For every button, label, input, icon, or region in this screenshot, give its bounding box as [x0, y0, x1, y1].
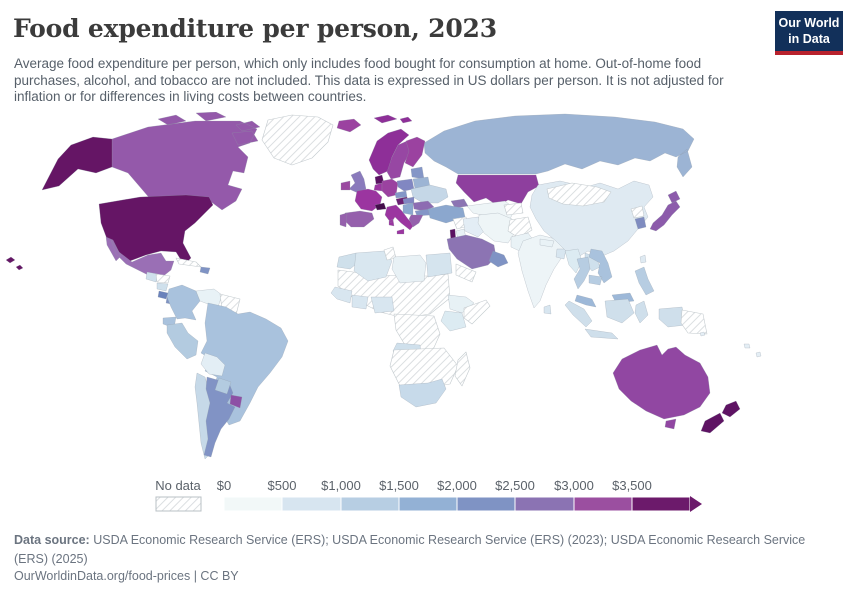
country-colombia[interactable]: [166, 284, 201, 321]
country-indonesia[interactable]: [564, 298, 687, 340]
country-iran[interactable]: [477, 212, 517, 244]
country-bangladesh[interactable]: [555, 248, 567, 260]
data-source-label: Data source:: [14, 533, 90, 547]
legend-tick-4: $2,000: [437, 478, 477, 493]
country-philippines[interactable]: [634, 266, 655, 296]
country-uae-oman[interactable]: [488, 250, 509, 268]
country-kazakhstan[interactable]: [455, 174, 540, 207]
country-caucasus[interactable]: [450, 198, 469, 209]
country-baltics[interactable]: [410, 166, 425, 180]
owid-logo[interactable]: Our World in Data: [775, 11, 843, 56]
legend-tick-6: $3,000: [554, 478, 594, 493]
legend-tick-5: $2,500: [495, 478, 535, 493]
country-dominican-republic[interactable]: [199, 266, 211, 275]
region-southern-africa-no-data[interactable]: [389, 347, 459, 389]
country-cambodia[interactable]: [588, 274, 603, 286]
country-russia[interactable]: [423, 113, 695, 178]
legend-arrow: [690, 496, 702, 512]
region-west-africa[interactable]: [330, 286, 369, 310]
country-greenland[interactable]: [261, 114, 334, 166]
country-spain[interactable]: [344, 210, 375, 228]
country-balkans[interactable]: [402, 202, 414, 216]
country-paraguay[interactable]: [214, 377, 232, 395]
legend-tick-1: $500: [268, 478, 297, 493]
country-taiwan[interactable]: [639, 254, 647, 264]
country-czechia[interactable]: [394, 190, 408, 199]
country-north-korea[interactable]: [630, 205, 645, 219]
owid-logo-line2: in Data: [788, 31, 830, 46]
country-somalia[interactable]: [463, 299, 491, 325]
legend-segment-4[interactable]: [456, 496, 516, 512]
country-benelux[interactable]: [373, 182, 383, 192]
country-kyrgyzstan-tajikistan[interactable]: [503, 202, 524, 216]
legend-tick-0: $0: [217, 478, 231, 493]
country-finland[interactable]: [404, 136, 426, 168]
legend-segment-2[interactable]: [340, 496, 400, 512]
country-vietnam[interactable]: [588, 248, 613, 284]
region-pacific-islands[interactable]: [699, 331, 762, 358]
country-greece[interactable]: [408, 214, 424, 228]
country-sri-lanka[interactable]: [543, 304, 552, 315]
country-madagascar[interactable]: [454, 351, 471, 387]
legend-tick-7: $3,500: [612, 478, 652, 493]
country-iceland[interactable]: [336, 118, 362, 133]
country-nicaragua[interactable]: [156, 282, 169, 292]
owid-logo-line1: Our World: [778, 16, 840, 30]
country-nigeria[interactable]: [370, 296, 395, 314]
country-new-zealand[interactable]: [700, 400, 741, 434]
country-nepal[interactable]: [539, 238, 555, 248]
country-argentina[interactable]: [203, 376, 236, 458]
country-ukraine[interactable]: [410, 184, 449, 204]
country-honduras[interactable]: [155, 273, 171, 284]
country-mexico[interactable]: [105, 236, 175, 279]
legend-tick-3: $1,500: [379, 478, 419, 493]
legend-tick-2: $1,000: [321, 478, 361, 493]
legend-no-data-swatch[interactable]: [155, 496, 202, 512]
country-papua-new-guinea[interactable]: [680, 309, 708, 335]
license-link[interactable]: OurWorldinData.org/food-prices | CC BY: [14, 569, 239, 583]
legend-segment-7[interactable]: [631, 496, 691, 512]
country-norway[interactable]: [368, 114, 413, 176]
legend-segment-1[interactable]: [281, 496, 342, 512]
legend-segment-3[interactable]: [398, 496, 458, 512]
country-switzerland[interactable]: [374, 202, 387, 211]
chart-subtitle: Average food expenditure per person, whi…: [14, 56, 724, 105]
country-italy[interactable]: [384, 204, 415, 235]
country-south-africa[interactable]: [398, 378, 447, 408]
country-united-states[interactable]: [5, 136, 214, 271]
legend-segment-6[interactable]: [573, 496, 633, 512]
country-australia[interactable]: [612, 344, 711, 430]
country-peru[interactable]: [166, 322, 199, 360]
map-legend: No data $0 $500 $1,000 $1,500 $2,000 $2,…: [155, 478, 702, 512]
data-source-line[interactable]: Data source: USDA Economic Research Serv…: [14, 531, 836, 569]
world-map: [5, 112, 762, 460]
country-south-korea[interactable]: [634, 216, 647, 230]
country-canada[interactable]: [111, 112, 261, 215]
country-myanmar[interactable]: [564, 248, 583, 274]
country-bolivia[interactable]: [200, 352, 226, 377]
country-thailand[interactable]: [573, 256, 591, 290]
legend-segment-5[interactable]: [514, 496, 575, 512]
country-yemen[interactable]: [455, 263, 477, 283]
legend-no-data-label: No data: [155, 478, 201, 493]
country-egypt[interactable]: [425, 252, 453, 278]
region-kenya-tanzania[interactable]: [440, 310, 467, 332]
country-uruguay[interactable]: [229, 394, 243, 409]
country-portugal[interactable]: [339, 212, 348, 228]
country-india[interactable]: [517, 234, 567, 309]
country-mongolia[interactable]: [546, 182, 612, 207]
country-saudi-arabia[interactable]: [446, 234, 497, 270]
country-ireland[interactable]: [340, 180, 351, 191]
country-japan[interactable]: [649, 190, 681, 232]
country-costa-rica[interactable]: [157, 290, 169, 300]
country-poland[interactable]: [396, 178, 415, 192]
legend-segment-0[interactable]: [223, 496, 283, 512]
page-title: Food expenditure per person, 2023: [13, 14, 497, 43]
country-libya[interactable]: [391, 254, 427, 284]
data-source-text: USDA Economic Research Service (ERS); US…: [14, 533, 806, 566]
country-guatemala[interactable]: [145, 271, 159, 283]
